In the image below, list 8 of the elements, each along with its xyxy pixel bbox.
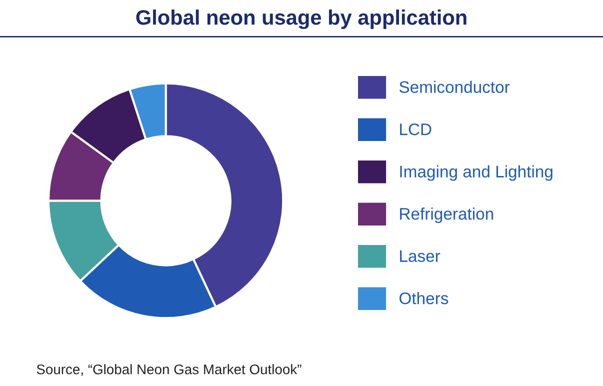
legend-label: Semiconductor: [399, 80, 510, 93]
source-note: Source, “Global Neon Gas Market Outlook”: [36, 364, 302, 376]
chart-title: Global neon usage by application: [136, 10, 466, 30]
legend-label: Others: [400, 292, 448, 304]
legend-label: Laser: [400, 250, 440, 262]
legend-label: Refrigeration: [400, 208, 494, 224]
legend-label: LCD: [400, 123, 432, 136]
legend-label: Imaging and Lighting: [400, 165, 552, 181]
